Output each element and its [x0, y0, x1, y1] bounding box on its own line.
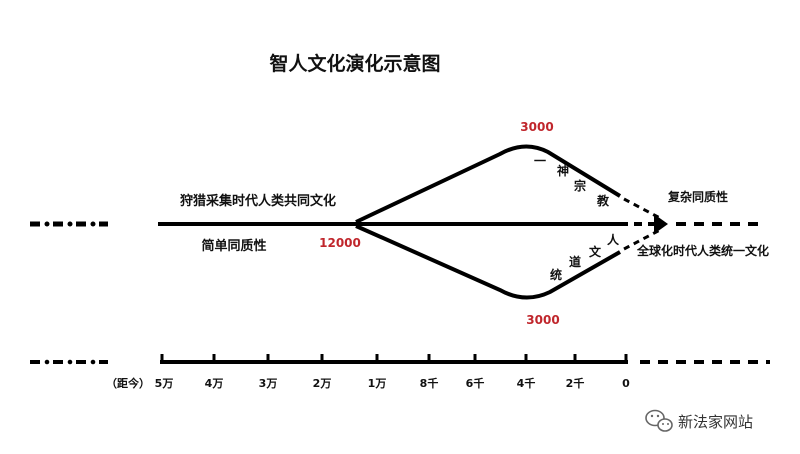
- tick-label: 2千: [566, 376, 585, 390]
- tick-label: 5万: [155, 377, 174, 390]
- lower-branch-line: [355, 224, 621, 300]
- lower-path-char: 文: [589, 244, 602, 259]
- tick-label: 4千: [517, 376, 536, 390]
- left-dot: [44, 221, 50, 227]
- tick-label: 1万: [368, 377, 387, 390]
- left-dot: [67, 221, 73, 227]
- upper-path-char: 宗: [574, 178, 586, 193]
- main-line: [30, 221, 760, 227]
- wechat-icon: [645, 409, 673, 432]
- timeline-prefix: （距今）: [106, 376, 150, 390]
- complex-homogeneity-label: 复杂同质性: [667, 189, 728, 204]
- lower-path-char: 人: [607, 232, 620, 247]
- tick-label: 3万: [259, 377, 278, 390]
- simple-homogeneity-label: 简单同质性: [201, 238, 266, 254]
- left-dot: [90, 221, 96, 227]
- tick-label: 0: [622, 377, 630, 390]
- tick-label: 6千: [466, 376, 485, 390]
- lower-path-char: 道: [569, 254, 581, 269]
- diagram-title: 智人文化演化示意图: [269, 52, 440, 75]
- axis-dot: [67, 359, 73, 365]
- timeline-ticks: [160, 354, 628, 362]
- upper-peak-year: 3000: [520, 120, 553, 134]
- lower-path-char: 统: [550, 267, 562, 282]
- timeline-axis: [30, 359, 770, 365]
- hunter-gatherer-label: 狩猎采集时代人类共同文化: [180, 193, 336, 209]
- upper-path-char: 神: [557, 163, 569, 178]
- global-unified-label: 全球化时代人类统一文化: [636, 243, 769, 258]
- axis-dot: [90, 359, 96, 365]
- tick-label: 4万: [205, 377, 224, 390]
- upper-path-char: 教: [596, 193, 610, 208]
- upper-branch-line: [355, 144, 622, 224]
- watermark-text: 新法家网站: [678, 413, 753, 431]
- convergence-arrow: [654, 214, 668, 234]
- tick-label: 2万: [313, 377, 332, 390]
- watermark: 新法家网站: [645, 409, 753, 432]
- branch-year-label: 12000: [319, 236, 361, 250]
- tick-label: 8千: [420, 376, 439, 390]
- lower-peak-year: 3000: [526, 313, 559, 327]
- axis-dot: [44, 359, 50, 365]
- upper-path-char: 一: [534, 154, 546, 168]
